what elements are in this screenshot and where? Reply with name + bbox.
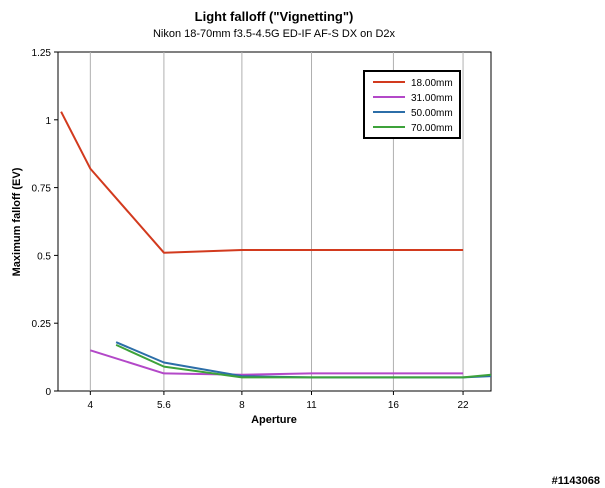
watermark: #1143068 (552, 475, 600, 487)
x-tick-label: 22 (457, 400, 469, 411)
y-tick-label: 1.25 (32, 48, 52, 59)
series-line-18-00mm (60, 111, 464, 254)
x-tick-label: 11 (306, 400, 317, 411)
series-line-70-00mm (115, 343, 492, 379)
x-tick-label: 4 (88, 400, 94, 411)
y-tick-label: 0.75 (32, 184, 52, 195)
legend-label: 18.00mm (411, 78, 453, 89)
legend-label: 31.00mm (411, 93, 453, 104)
y-tick-label: 0.25 (32, 319, 52, 330)
chart-subtitle: Nikon 18-70mm f3.5-4.5G ED-IF AF-S DX on… (153, 28, 396, 40)
chart-title: Light falloff ("Vignetting") (195, 9, 354, 24)
x-tick-label: 8 (239, 400, 245, 411)
x-tick-label: 16 (388, 400, 400, 411)
x-tick-label: 5.6 (157, 400, 171, 411)
y-axis-label: Maximum falloff (EV) (11, 167, 23, 276)
series-lines (60, 111, 492, 379)
y-tick-label: 0 (45, 387, 51, 398)
legend-label: 70.00mm (411, 123, 453, 134)
y-tick-label: 1 (45, 116, 51, 127)
axis-ticks: 4 5.6 8 11 16 22 0 0.25 0.5 0.75 1 1.25 (32, 48, 470, 411)
series-line-31-00mm (90, 349, 464, 376)
legend: 18.00mm 31.00mm 50.00mm 70.00mm (363, 70, 461, 139)
legend-label: 50.00mm (411, 108, 453, 119)
y-tick-label: 0.5 (37, 251, 51, 262)
x-axis-label: Aperture (251, 414, 297, 426)
